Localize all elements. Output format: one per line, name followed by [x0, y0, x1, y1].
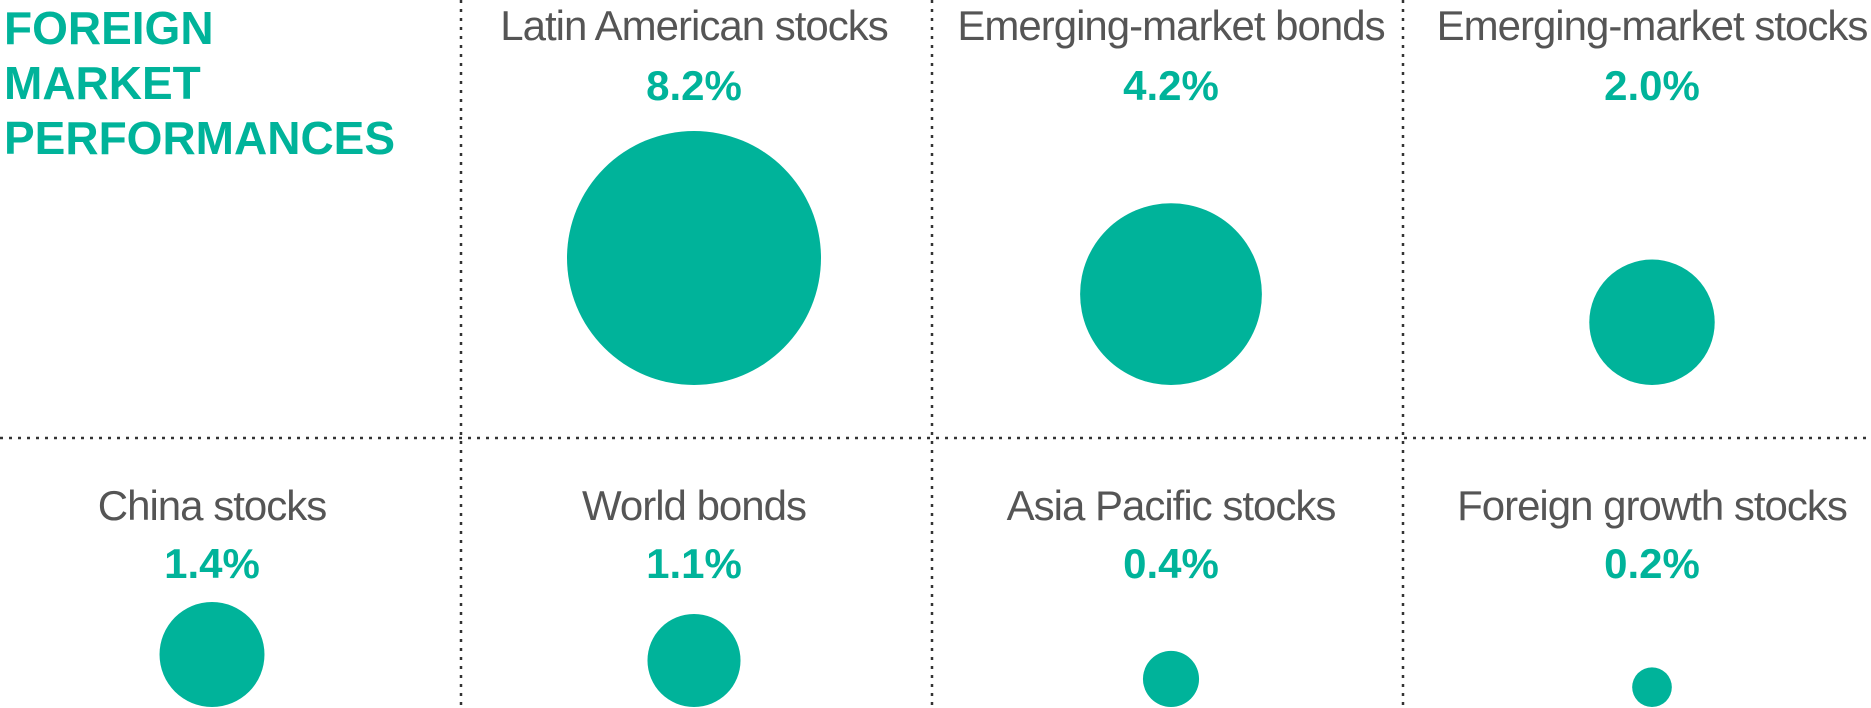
- value-bubble: [1589, 259, 1715, 385]
- chart-title-line-2: MARKET: [4, 57, 201, 109]
- category-label: Emerging-market stocks: [1437, 2, 1868, 49]
- market-cell: World bonds 1.1%: [582, 482, 807, 707]
- market-cell: Latin American stocks 8.2%: [500, 2, 889, 385]
- category-label: Asia Pacific stocks: [1007, 482, 1336, 529]
- value-label: 4.2%: [1123, 62, 1219, 109]
- value-label: 1.1%: [646, 540, 742, 587]
- value-label: 8.2%: [646, 62, 742, 109]
- category-label: Foreign growth stocks: [1457, 482, 1847, 529]
- value-label: 1.4%: [164, 540, 260, 587]
- value-bubble: [567, 131, 821, 385]
- value-label: 0.4%: [1123, 540, 1219, 587]
- category-label: China stocks: [98, 482, 326, 529]
- chart-title-line-1: FOREIGN: [4, 2, 214, 54]
- chart-title: FOREIGN MARKET PERFORMANCES: [4, 2, 395, 164]
- value-label: 0.2%: [1604, 540, 1700, 587]
- value-bubble: [1632, 667, 1672, 708]
- chart-cells: Latin American stocks 8.2% Emerging-market…: [98, 2, 1868, 708]
- market-cell: Emerging-market bonds 4.2%: [957, 2, 1386, 385]
- category-label: Latin American stocks: [500, 2, 888, 49]
- market-cell: Asia Pacific stocks 0.4%: [1007, 482, 1336, 707]
- chart-title-line-3: PERFORMANCES: [4, 112, 395, 164]
- value-bubble: [159, 602, 265, 707]
- value-bubble: [1080, 203, 1262, 385]
- market-cell: Foreign growth stocks 0.2%: [1457, 482, 1848, 708]
- category-label: World bonds: [582, 482, 806, 529]
- value-bubble: [1142, 650, 1200, 707]
- value-bubble: [647, 613, 741, 707]
- value-label: 2.0%: [1604, 62, 1700, 109]
- market-cell: Emerging-market stocks 2.0%: [1437, 2, 1868, 385]
- category-label: Emerging-market bonds: [957, 2, 1384, 49]
- market-cell: China stocks 1.4%: [98, 482, 327, 707]
